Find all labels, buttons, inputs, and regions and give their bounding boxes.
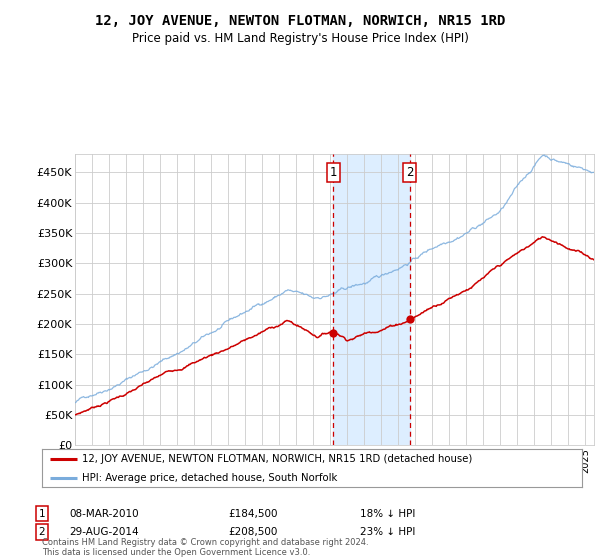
Text: 1: 1 [38, 508, 46, 519]
Text: 23% ↓ HPI: 23% ↓ HPI [360, 527, 415, 537]
Text: Price paid vs. HM Land Registry's House Price Index (HPI): Price paid vs. HM Land Registry's House … [131, 32, 469, 45]
Text: 08-MAR-2010: 08-MAR-2010 [69, 508, 139, 519]
Text: £184,500: £184,500 [228, 508, 277, 519]
Text: 1: 1 [329, 166, 337, 179]
Bar [334, 154, 410, 445]
Text: 29-AUG-2014: 29-AUG-2014 [69, 527, 139, 537]
Text: 2: 2 [406, 166, 413, 179]
Text: HPI: Average price, detached house, South Norfolk: HPI: Average price, detached house, Sout… [83, 473, 338, 483]
Text: Contains HM Land Registry data © Crown copyright and database right 2024.
This d: Contains HM Land Registry data © Crown c… [42, 538, 368, 557]
Text: 12, JOY AVENUE, NEWTON FLOTMAN, NORWICH, NR15 1RD (detached house): 12, JOY AVENUE, NEWTON FLOTMAN, NORWICH,… [83, 454, 473, 464]
Text: 2: 2 [38, 527, 46, 537]
Text: 12, JOY AVENUE, NEWTON FLOTMAN, NORWICH, NR15 1RD: 12, JOY AVENUE, NEWTON FLOTMAN, NORWICH,… [95, 14, 505, 28]
Text: 18% ↓ HPI: 18% ↓ HPI [360, 508, 415, 519]
Text: £208,500: £208,500 [228, 527, 277, 537]
